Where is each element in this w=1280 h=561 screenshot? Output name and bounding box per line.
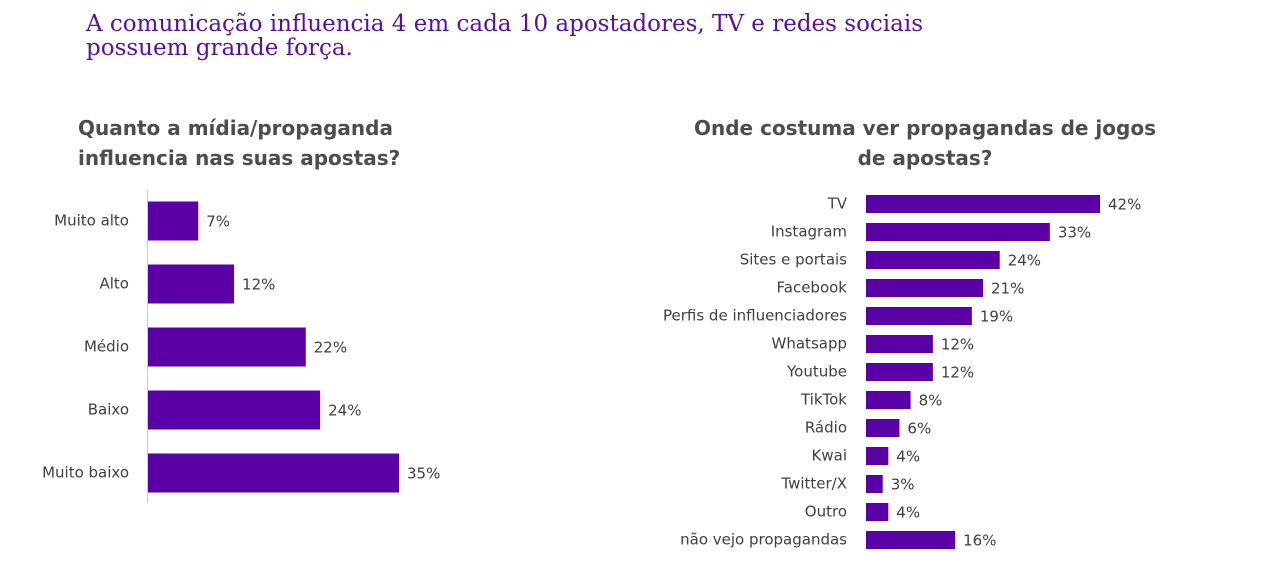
value-label-1-3: 21% <box>991 280 1024 298</box>
bar-0-0 <box>148 201 199 241</box>
value-label-1-10: 3% <box>891 476 915 494</box>
value-label-1-5: 12% <box>941 336 974 354</box>
left-chart-title: Quanto a mídia/propaganda influencia nas… <box>78 116 401 170</box>
category-label-0-2: Médio <box>84 338 129 356</box>
value-label-0-1: 12% <box>242 276 275 294</box>
bar-1-5 <box>866 335 933 353</box>
category-label-1-4: Perfis de influenciadores <box>663 307 847 325</box>
bar-1-8 <box>866 419 900 437</box>
value-label-1-4: 19% <box>980 308 1013 326</box>
page-headline: A comunicação influencia 4 em cada 10 ap… <box>86 11 924 61</box>
value-label-1-11: 4% <box>896 504 920 522</box>
category-label-1-9: Kwai <box>812 447 847 465</box>
value-label-1-7: 8% <box>919 392 943 410</box>
value-label-1-1: 33% <box>1058 224 1091 242</box>
bar-1-11 <box>866 503 889 521</box>
bar-1-2 <box>866 251 1000 269</box>
value-label-0-0: 7% <box>206 213 230 231</box>
category-label-0-1: Alto <box>100 275 130 293</box>
bar-0-2 <box>148 327 306 367</box>
category-label-1-5: Whatsapp <box>772 335 847 353</box>
category-label-1-1: Instagram <box>771 223 847 241</box>
value-label-0-3: 24% <box>328 402 361 420</box>
value-label-1-9: 4% <box>896 448 920 466</box>
bar-1-9 <box>866 447 889 465</box>
bar-1-7 <box>866 391 911 409</box>
value-label-0-2: 22% <box>314 339 347 357</box>
category-label-1-8: Rádio <box>805 419 847 437</box>
bar-0-4 <box>148 453 399 493</box>
right-bar-chart: TV 42% Instagram 33% Sites e portais 24% Faceb… <box>663 195 1141 550</box>
value-label-1-6: 12% <box>941 364 974 382</box>
bar-1-4 <box>866 307 972 325</box>
value-label-1-8: 6% <box>907 420 931 438</box>
category-label-0-0: Muito alto <box>54 212 129 230</box>
value-label-1-0: 42% <box>1108 196 1141 214</box>
category-label-1-0: TV <box>827 195 848 213</box>
bar-1-10 <box>866 475 883 493</box>
value-label-0-4: 35% <box>407 465 440 483</box>
bar-1-3 <box>866 279 983 297</box>
bar-1-6 <box>866 363 933 381</box>
bar-1-12 <box>866 531 956 549</box>
bar-1-1 <box>866 223 1050 241</box>
category-label-1-3: Facebook <box>777 279 848 297</box>
category-label-1-6: Youtube <box>786 363 847 381</box>
category-label-1-12: não vejo propagandas <box>680 531 847 549</box>
value-label-1-12: 16% <box>963 532 996 550</box>
bar-0-3 <box>148 390 321 430</box>
category-label-1-11: Outro <box>805 503 847 521</box>
bar-1-0 <box>866 195 1100 213</box>
category-label-0-3: Baixo <box>88 401 129 419</box>
category-label-1-10: Twitter/X <box>780 475 847 493</box>
bar-0-1 <box>148 264 235 304</box>
category-label-1-2: Sites e portais <box>740 251 847 269</box>
category-label-0-4: Muito baixo <box>42 464 129 482</box>
left-bar-chart: Muito alto 7% Alto 12% Médio 22% Baixo 24% Muito… <box>42 190 440 503</box>
value-label-1-2: 24% <box>1008 252 1041 270</box>
right-chart-title: Onde costuma ver propagandas de jogos de… <box>694 116 1156 170</box>
category-label-1-7: TikTok <box>800 391 847 409</box>
